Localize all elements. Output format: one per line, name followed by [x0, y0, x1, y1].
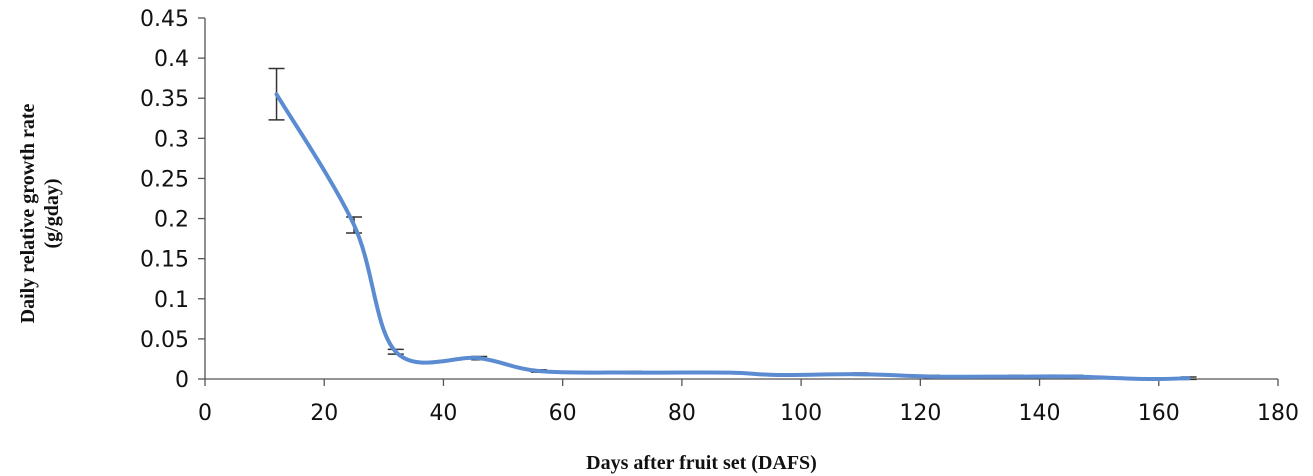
y-axis-ticks: 0 0.05 0.1 0.15 0.2 0.25 0.3 0.35 0.4 0.45	[140, 7, 205, 393]
x-tick-label: 120	[899, 401, 941, 426]
y-tick-label: 0.2	[154, 208, 189, 233]
y-tick-label: 0.25	[140, 167, 189, 192]
x-tick-label: 160	[1138, 401, 1180, 426]
x-axis-title: Days after fruit set (DAFS)	[586, 452, 817, 474]
y-tick-label: 0.05	[140, 328, 189, 353]
y-tick-label: 0.45	[140, 7, 189, 32]
x-tick-label: 140	[1019, 401, 1061, 426]
x-axis-ticks: 0 20 40 60 80 100 120 140 160 180	[198, 379, 1299, 426]
x-tick-label: 40	[429, 401, 457, 426]
x-tick-label: 20	[310, 401, 338, 426]
y-tick-label: 0.3	[154, 127, 189, 152]
y-axis-title: Daily relative growth rate (g/gday)	[17, 104, 63, 324]
series-line	[274, 92, 1191, 382]
x-tick-label: 80	[668, 401, 696, 426]
y-axis-title-line-1: Daily relative growth rate	[17, 104, 39, 324]
y-axis-title-line-2: (g/gday)	[41, 179, 63, 249]
y-tick-label: 0.4	[154, 47, 189, 72]
error-bars	[268, 67, 1197, 381]
x-tick-label: 0	[198, 401, 212, 426]
x-tick-label: 100	[780, 401, 822, 426]
y-tick-label: 0.35	[140, 87, 189, 112]
y-tick-label: 0	[175, 368, 189, 393]
y-tick-label: 0.15	[140, 248, 189, 273]
x-tick-label: 180	[1257, 401, 1299, 426]
y-tick-label: 0.1	[154, 288, 189, 313]
x-tick-label: 60	[549, 401, 577, 426]
